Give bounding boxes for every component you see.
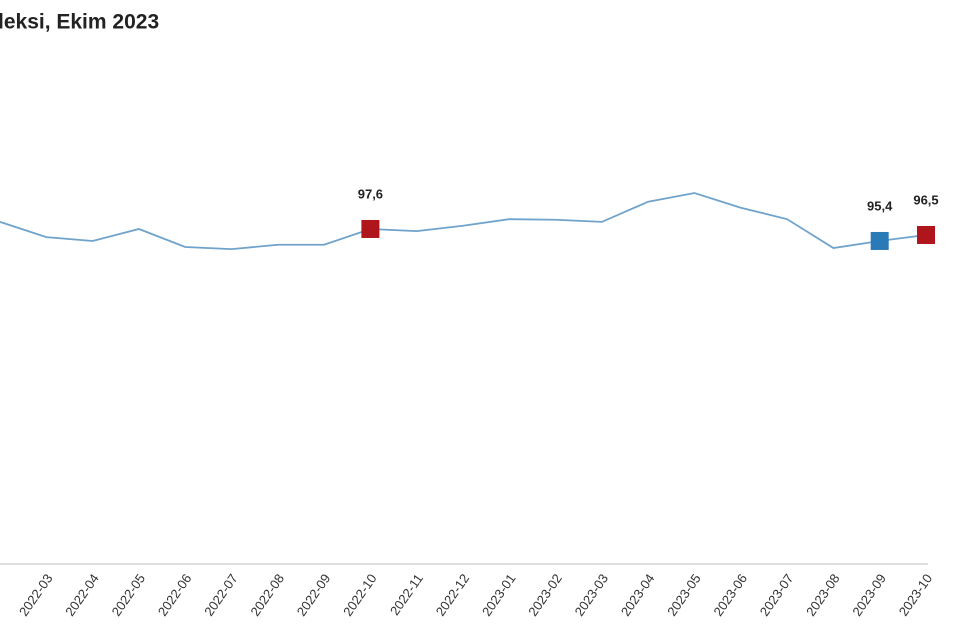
x-tick-label: 2023-09 bbox=[849, 571, 889, 619]
value-label: 96,5 bbox=[913, 192, 938, 207]
x-tick-label: 2023-07 bbox=[757, 571, 797, 619]
x-tick-label: 2023-04 bbox=[618, 571, 658, 619]
x-tick-label: 2023-08 bbox=[803, 571, 843, 619]
x-tick-label: 2022-04 bbox=[62, 571, 102, 619]
data-line bbox=[0, 192, 927, 251]
x-tick-label: 2022-12 bbox=[433, 571, 473, 619]
value-label: 95,4 bbox=[867, 198, 893, 213]
x-tick-label: 2022-10 bbox=[340, 571, 380, 619]
value-label: 97,6 bbox=[358, 186, 383, 201]
highlight-marker bbox=[361, 219, 380, 238]
x-tick-label: 2022-11 bbox=[387, 571, 426, 618]
x-tick-label: 2022-05 bbox=[109, 571, 149, 619]
chart-title: leksi, Ekim 2023 bbox=[0, 11, 159, 34]
x-tick-label: 2022-09 bbox=[294, 571, 334, 619]
x-tick-label: 2023-10 bbox=[896, 571, 936, 619]
x-tick-label: 2023-03 bbox=[572, 571, 612, 619]
x-tick-label: 2022-03 bbox=[16, 571, 56, 619]
x-tick-label: 2022-06 bbox=[155, 571, 195, 619]
highlight-marker bbox=[870, 231, 889, 250]
highlight-marker bbox=[917, 225, 935, 244]
x-tick-label: 2023-06 bbox=[710, 571, 750, 619]
x-tick-label: 2023-01 bbox=[479, 571, 519, 619]
x-tick-label: 2023-02 bbox=[525, 571, 565, 619]
x-tick-label: 2022-08 bbox=[247, 571, 287, 619]
x-tick-label: 2023-05 bbox=[664, 571, 704, 619]
x-tick-label: 2022-07 bbox=[201, 571, 241, 619]
